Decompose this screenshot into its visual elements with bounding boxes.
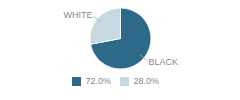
svg-text:BLACK: BLACK xyxy=(149,57,179,67)
html-text:72.0%: 72.0% xyxy=(85,76,111,86)
svg-text:WHITE: WHITE xyxy=(63,10,92,20)
html-text:28.0%: 28.0% xyxy=(133,76,159,86)
